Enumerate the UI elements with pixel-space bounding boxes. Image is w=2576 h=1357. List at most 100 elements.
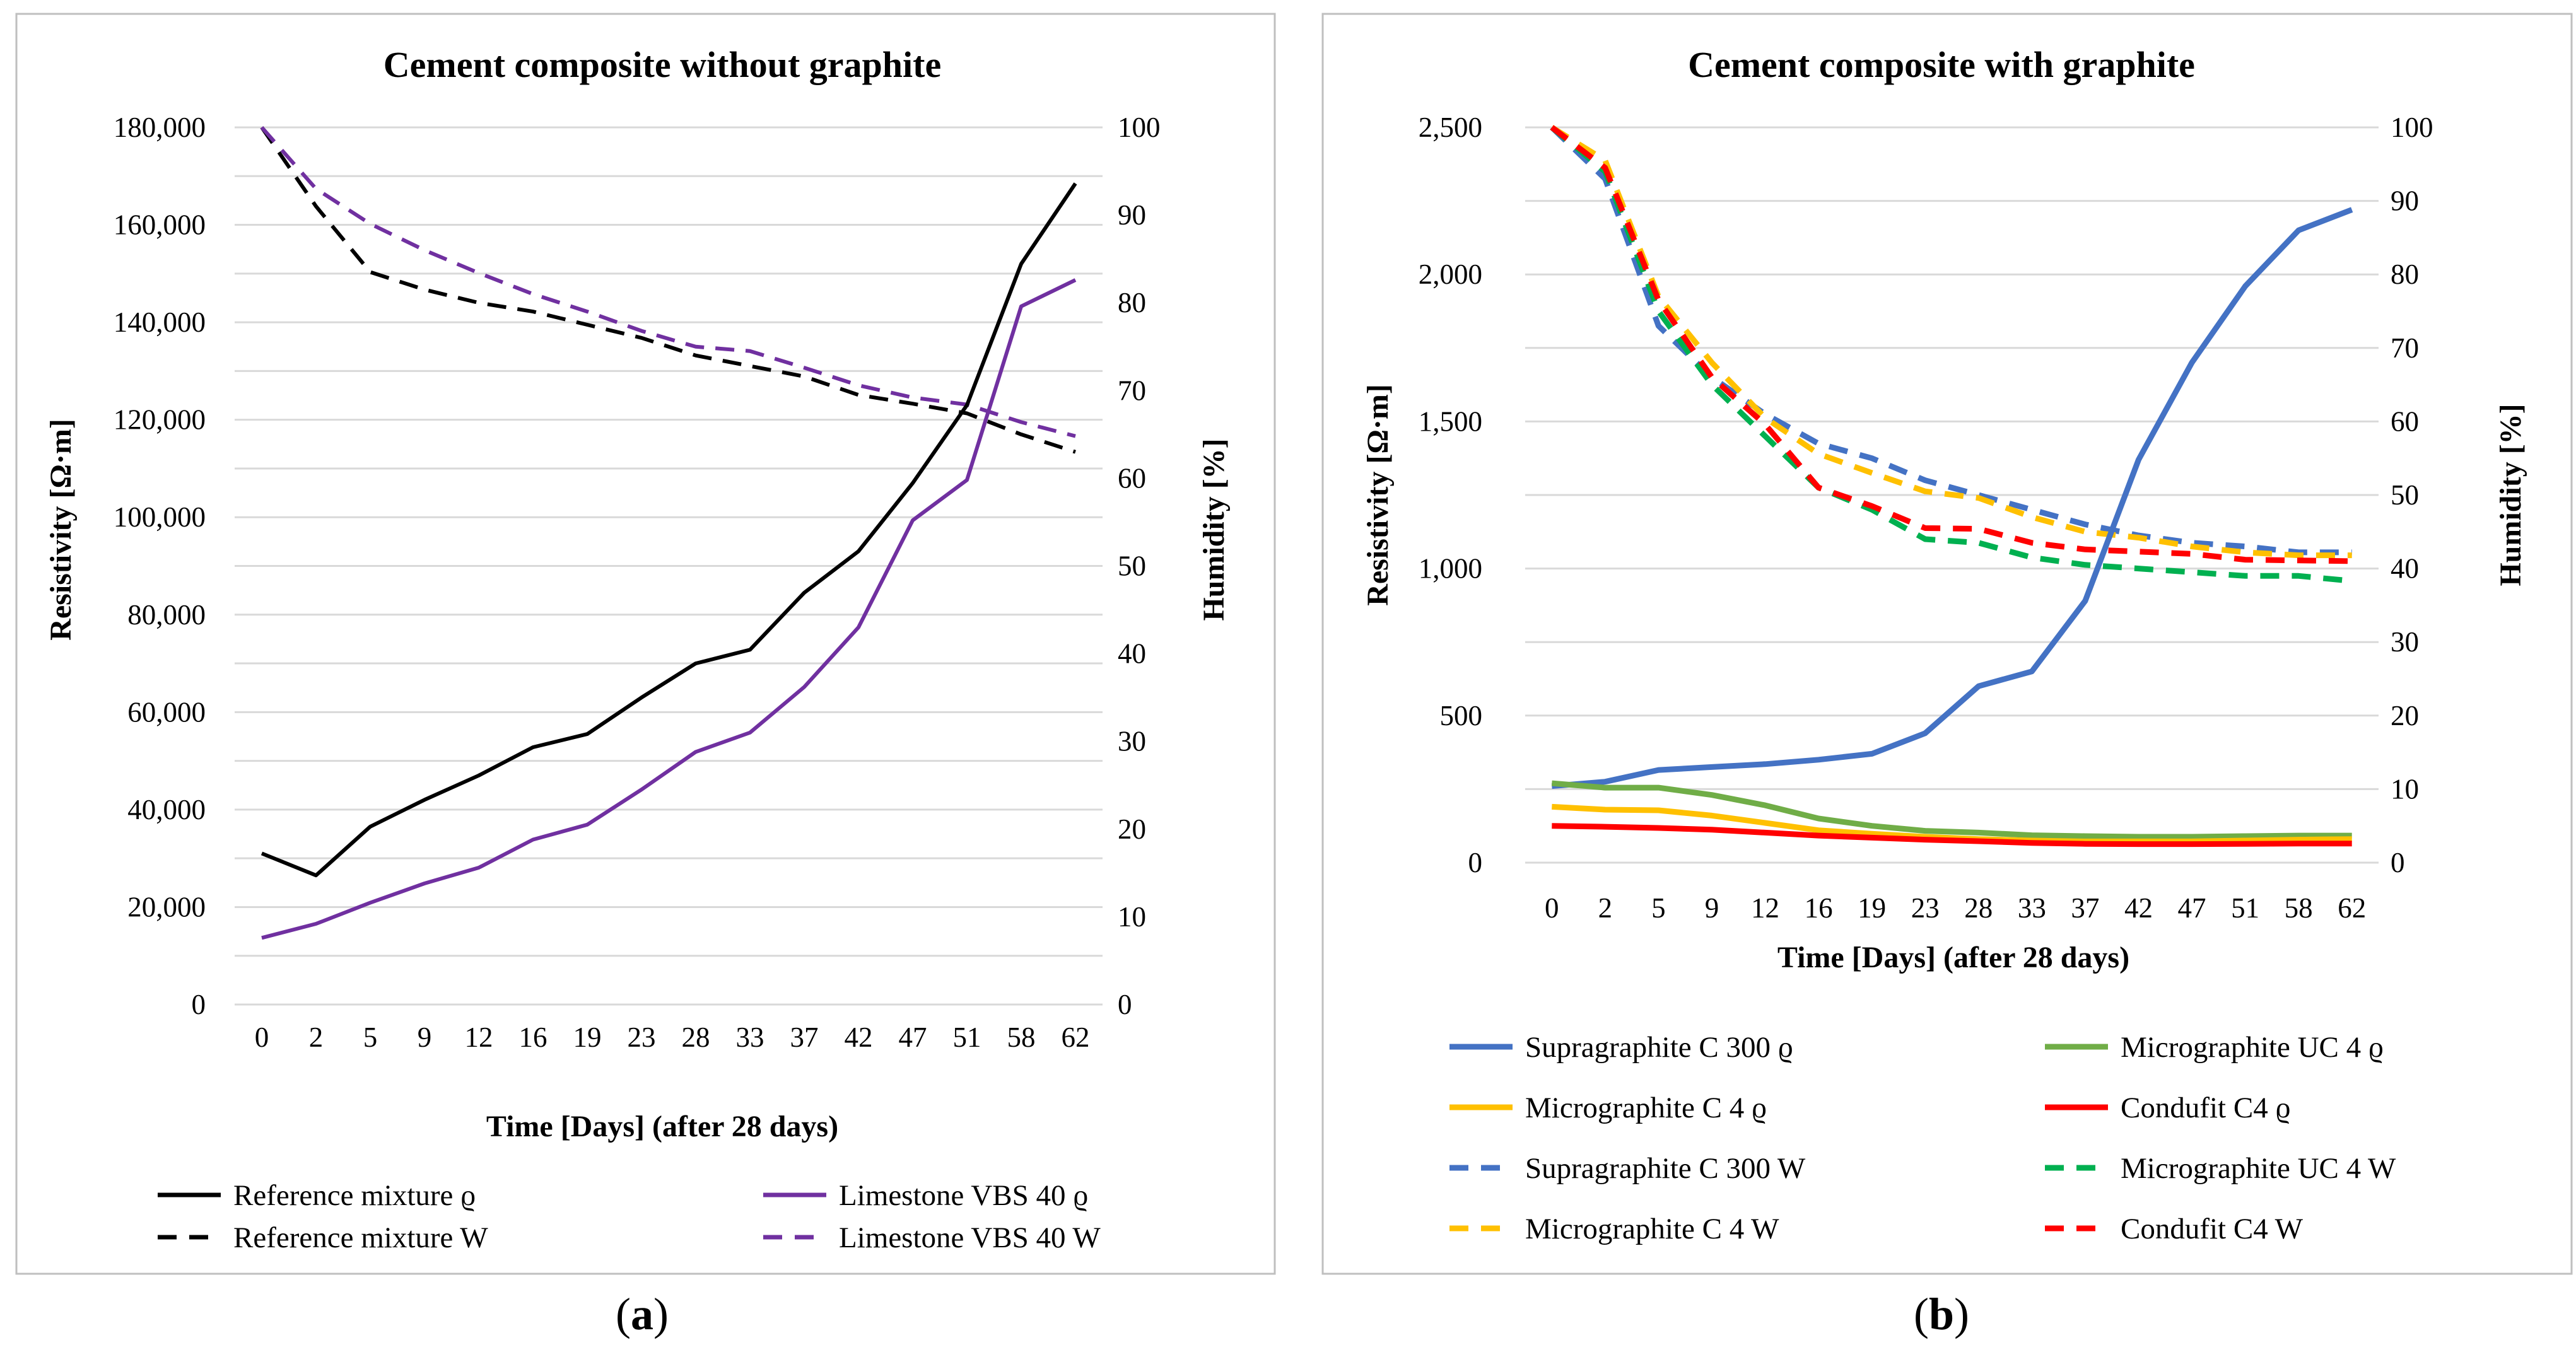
chart-a-series-line-1 bbox=[261, 278, 1077, 940]
chart-b-y-tick-label: 0 bbox=[1468, 847, 1483, 878]
chart-a-y2-tick-label: 100 bbox=[1118, 112, 1161, 143]
chart-a-y2-tick-label: 20 bbox=[1118, 813, 1146, 845]
legend-a-text-0: Reference mixture ϱ bbox=[233, 1179, 476, 1212]
chart-a-y2-tick-label: 90 bbox=[1118, 199, 1146, 231]
chart-a-x-tick-label: 9 bbox=[418, 1022, 432, 1053]
chart-a-x-tick-label: 16 bbox=[519, 1022, 547, 1053]
chart-b-y2-tick-label: 30 bbox=[2391, 626, 2419, 658]
legend-b-text-4: Supragraphite C 300 W bbox=[1525, 1152, 1806, 1185]
chart-a-series-line-2 bbox=[260, 126, 1076, 454]
chart-b-x-tick-label: 37 bbox=[2071, 892, 2099, 924]
chart-b-y2-tick-label: 70 bbox=[2391, 332, 2419, 364]
chart-a-y-tick-label: 140,000 bbox=[114, 306, 206, 338]
chart-a-series-group bbox=[260, 126, 1077, 940]
chart-a-y-tick-label: 60,000 bbox=[127, 696, 206, 728]
chart-b-x-tick-label: 12 bbox=[1751, 892, 1779, 924]
legend-b-text-3: Condufit C4 ϱ bbox=[2121, 1092, 2290, 1124]
legend-b-text-5: Micrographite UC 4 W bbox=[2121, 1152, 2396, 1185]
chart-a-x-tick-labels: 0 2 5 9 12 16 19 23 28 33 37 42 47 51 58 62 bbox=[255, 1022, 1090, 1053]
chart-b-x-tick-label: 9 bbox=[1705, 892, 1719, 924]
chart-a-series-line-0 bbox=[261, 182, 1077, 878]
chart-b-y2-tick-label: 100 bbox=[2391, 112, 2433, 143]
chart-a-x-tick-label: 58 bbox=[1007, 1022, 1036, 1053]
chart-b-y2-tick-label: 80 bbox=[2391, 259, 2419, 290]
chart-a-x-tick-label: 47 bbox=[899, 1022, 927, 1053]
chart-a-y2-tick-labels: 0 10 20 30 40 50 60 70 80 90 100 bbox=[1118, 112, 1161, 1020]
chart-b-series-line-0 bbox=[1551, 207, 2353, 789]
chart-b-y-tick-label: 2,500 bbox=[1419, 112, 1482, 143]
chart-a-y-tick-label: 80,000 bbox=[127, 599, 206, 631]
chart-b-frame bbox=[1321, 13, 2573, 1275]
legend-b-text-6: Micrographite C 4 W bbox=[1525, 1213, 1779, 1245]
chart-b-title: Cement composite with graphite bbox=[1688, 44, 2195, 85]
chart-a-x-tick-label: 28 bbox=[682, 1022, 710, 1053]
caption-a-letter: a bbox=[631, 1289, 653, 1339]
chart-a-x-tick-label: 33 bbox=[736, 1022, 764, 1053]
chart-b-x-tick-label: 19 bbox=[1858, 892, 1886, 924]
chart-panel-b: Cement composite with graphite 05001,000… bbox=[1321, 13, 2573, 1339]
legend-b-text-7: Condufit C4 W bbox=[2121, 1213, 2304, 1245]
chart-b-x-tick-label: 28 bbox=[1964, 892, 1993, 924]
chart-a-y2-tick-label: 0 bbox=[1118, 989, 1132, 1020]
chart-b-y2-tick-label: 40 bbox=[2391, 553, 2419, 585]
chart-a-y-tick-label: 100,000 bbox=[114, 501, 206, 533]
chart-b-x-axis-label: Time [Days] (after 28 days) bbox=[1777, 941, 2129, 974]
chart-a-y-tick-label: 40,000 bbox=[127, 794, 206, 825]
chart-a-y2-tick-label: 70 bbox=[1118, 375, 1146, 406]
chart-a-y-tick-label: 180,000 bbox=[114, 112, 206, 143]
chart-a-y2-tick-label: 30 bbox=[1118, 726, 1146, 757]
chart-a-x-tick-label: 0 bbox=[255, 1022, 269, 1053]
chart-a-x-tick-label: 51 bbox=[953, 1022, 981, 1053]
chart-b-y2-tick-labels: 0 10 20 30 40 50 60 70 80 90 100 bbox=[2391, 112, 2433, 878]
chart-b-y2-axis-label: Humidity [%] bbox=[2494, 404, 2527, 586]
legend-b-text-2: Micrographite C 4 ϱ bbox=[1525, 1092, 1767, 1124]
chart-b-x-tick-label: 47 bbox=[2178, 892, 2206, 924]
chart-b-y2-tick-label: 10 bbox=[2391, 773, 2419, 805]
chart-a-frame bbox=[15, 13, 1276, 1275]
chart-a-series-line-3 bbox=[260, 126, 1076, 438]
chart-b-y-tick-label: 2,000 bbox=[1419, 259, 1482, 290]
chart-a-x-tick-label: 19 bbox=[573, 1022, 602, 1053]
caption-a: (a) bbox=[616, 1289, 669, 1339]
caption-b: (b) bbox=[1914, 1289, 1969, 1339]
chart-b-y-axis-label: Resistivity [Ω·m] bbox=[1361, 384, 1395, 606]
chart-b-x-tick-label: 62 bbox=[2338, 892, 2366, 924]
chart-b-y-tick-labels: 0 500 1,000 1,500 2,000 2,500 bbox=[1419, 112, 1482, 878]
chart-a-y2-tick-label: 80 bbox=[1118, 287, 1146, 318]
chart-b-x-tick-label: 5 bbox=[1651, 892, 1666, 924]
chart-a-x-tick-label: 23 bbox=[628, 1022, 656, 1053]
chart-b-y2-tick-label: 0 bbox=[2391, 847, 2405, 878]
chart-a-x-tick-label: 5 bbox=[363, 1022, 378, 1053]
legend-b-text-1: Micrographite UC 4 ϱ bbox=[2121, 1031, 2384, 1064]
chart-a-y-axis-label: Resistivity [Ω·m] bbox=[44, 419, 78, 641]
chart-a-x-tick-label: 2 bbox=[309, 1022, 324, 1053]
chart-a-title: Cement composite without graphite bbox=[383, 44, 941, 85]
chart-b-y2-tick-label: 90 bbox=[2391, 185, 2419, 217]
chart-a-gridlines bbox=[235, 126, 1103, 1006]
chart-a-y2-tick-label: 50 bbox=[1118, 550, 1146, 582]
chart-a-y-tick-label: 0 bbox=[192, 989, 206, 1020]
chart-panel-a: Cement composite without graphite 0 20,00… bbox=[15, 13, 1276, 1339]
chart-b-y-tick-label: 500 bbox=[1440, 700, 1483, 731]
chart-b-series-line-1 bbox=[1551, 780, 2352, 840]
chart-b-y2-tick-label: 20 bbox=[2391, 700, 2419, 731]
chart-a-y2-tick-label: 40 bbox=[1118, 638, 1146, 670]
chart-a-y2-tick-label: 60 bbox=[1118, 462, 1146, 494]
legend-a-text-1: Limestone VBS 40 ϱ bbox=[839, 1179, 1088, 1212]
chart-a-x-tick-label: 37 bbox=[790, 1022, 819, 1053]
chart-a-y-tick-labels: 0 20,000 40,000 60,000 80,000 100,000 120,000 1… bbox=[114, 112, 206, 1020]
chart-b-y-tick-label: 1,000 bbox=[1419, 553, 1482, 585]
chart-b-x-tick-label: 33 bbox=[2018, 892, 2046, 924]
legend-a-text-2: Reference mixture W bbox=[233, 1221, 488, 1254]
chart-b-y-tick-label: 1,500 bbox=[1419, 405, 1482, 437]
chart-a-y-tick-label: 20,000 bbox=[127, 891, 206, 923]
legend-a-text-3: Limestone VBS 40 W bbox=[839, 1221, 1101, 1254]
chart-b-x-tick-label: 58 bbox=[2285, 892, 2313, 924]
chart-b-series-line-6 bbox=[1550, 125, 2352, 559]
chart-b-y2-tick-label: 50 bbox=[2391, 479, 2419, 511]
chart-a-y2-tick-label: 10 bbox=[1118, 901, 1146, 933]
chart-b-series-line-5 bbox=[1550, 125, 2353, 584]
chart-a-y-tick-label: 160,000 bbox=[114, 209, 206, 241]
